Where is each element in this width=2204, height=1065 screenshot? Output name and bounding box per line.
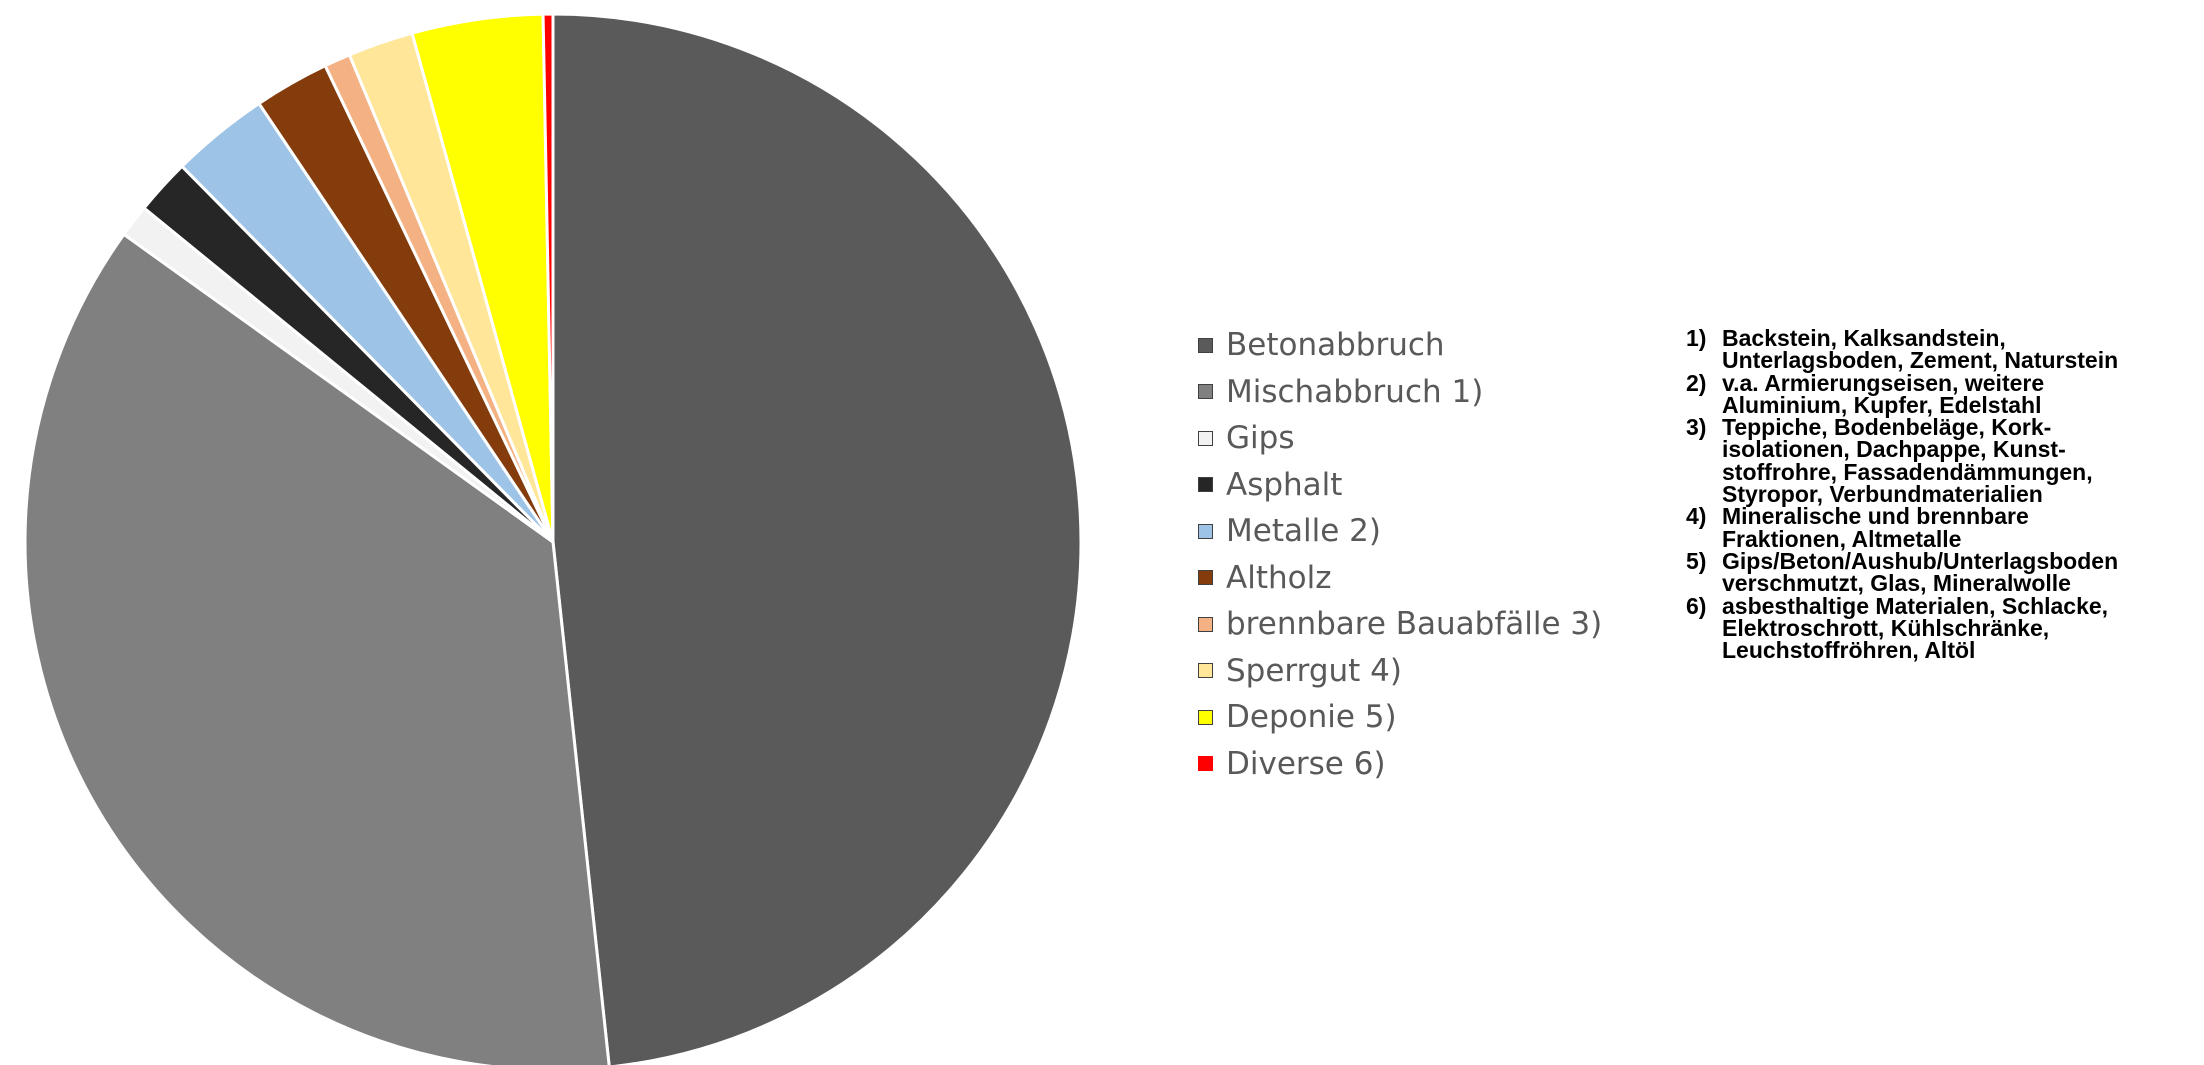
legend-label: Altholz (1226, 559, 1332, 596)
footnote-text: Gips/Beton/Aushub/Unterlagsboden verschm… (1722, 547, 2119, 597)
legend-swatch (1198, 477, 1213, 493)
legend-label: Mischabbruch 1) (1226, 373, 1484, 410)
footnote-number: 6) (1686, 592, 1707, 619)
footnote-item: 1) Backstein, Kalksandstein, Unterlagsbod… (1686, 327, 2118, 372)
legend-item: Altholz (1198, 555, 1602, 602)
footnote-number: 5) (1686, 547, 1707, 574)
legend-item: Diverse 6) (1198, 741, 1602, 788)
footnote-text: v.a. Armierungseisen, weitere Aluminium,… (1722, 369, 2045, 418)
legend-swatch (1198, 709, 1213, 725)
footnote-text: Mineralische und brennbare Fraktionen, A… (1722, 503, 2029, 552)
legend-item: Betonabbruch (1198, 322, 1602, 369)
legend-item: brennbare Bauabfälle 3) (1198, 601, 1602, 648)
footnote-number: 1) (1686, 325, 1707, 351)
footnote-text: asbesthaltige Materialen, Schlacke, Elek… (1722, 592, 2109, 664)
footnote-item: 2) v.a. Armierungseisen, weitere Aluminiu… (1686, 369, 2118, 418)
legend-swatch (1198, 523, 1213, 539)
legend-item: Asphalt (1198, 462, 1602, 509)
legend-swatch (1198, 337, 1213, 353)
chart-legend: Betonabbruch Mischabbruch 1) Gips Asphalt Me… (1198, 322, 1602, 787)
pie-slice-1 (23, 232, 611, 1065)
legend-swatch (1198, 756, 1213, 772)
pie-slice-0 (551, 12, 1083, 1065)
legend-label: Sperrgut 4) (1226, 652, 1402, 689)
legend-label: Metalle 2) (1226, 513, 1381, 550)
legend-label: Gips (1226, 420, 1295, 457)
legend-swatch (1198, 570, 1213, 586)
legend-swatch (1198, 663, 1213, 679)
footnotes: 1) Backstein, Kalksandstein, Unterlagsbod… (1686, 327, 2118, 664)
legend-label: Betonabbruch (1226, 327, 1445, 364)
legend-item: Metalle 2) (1198, 508, 1602, 555)
legend-label: Deponie 5) (1226, 699, 1397, 736)
footnote-text: Backstein, Kalksandstein, Unterlagsboden… (1722, 325, 2119, 374)
pie-chart (23, 12, 1083, 1065)
footnote-item: 4) Mineralische und brennbare Fraktionen,… (1686, 505, 2118, 550)
legend-item: Gips (1198, 415, 1602, 462)
pie-slice-9 (541, 12, 555, 544)
legend-swatch (1198, 430, 1213, 446)
footnote-item: 5) Gips/Beton/Aushub/Unterlagsboden versc… (1686, 550, 2118, 595)
legend-swatch (1198, 384, 1213, 400)
footnote-text: Teppiche, Bodenbeläge, Kork- isolationen… (1722, 414, 2093, 508)
footnote-number: 4) (1686, 503, 1707, 530)
footnote-item: 6) asbesthaltige Materialen, Schlacke, El… (1686, 592, 2118, 664)
footnote-number: 3) (1686, 414, 1707, 441)
legend-item: Deponie 5) (1198, 694, 1602, 741)
legend-item: Mischabbruch 1) (1198, 369, 1602, 416)
legend-item: Sperrgut 4) (1198, 648, 1602, 695)
legend-swatch (1198, 616, 1213, 632)
legend-label: Diverse 6) (1226, 745, 1386, 782)
footnote-number: 2) (1686, 369, 1707, 396)
legend-label: Asphalt (1226, 466, 1343, 503)
footnote-item: 3) Teppiche, Bodenbeläge, Kork- isolation… (1686, 414, 2118, 508)
legend-label: brennbare Bauabfälle 3) (1226, 606, 1603, 643)
